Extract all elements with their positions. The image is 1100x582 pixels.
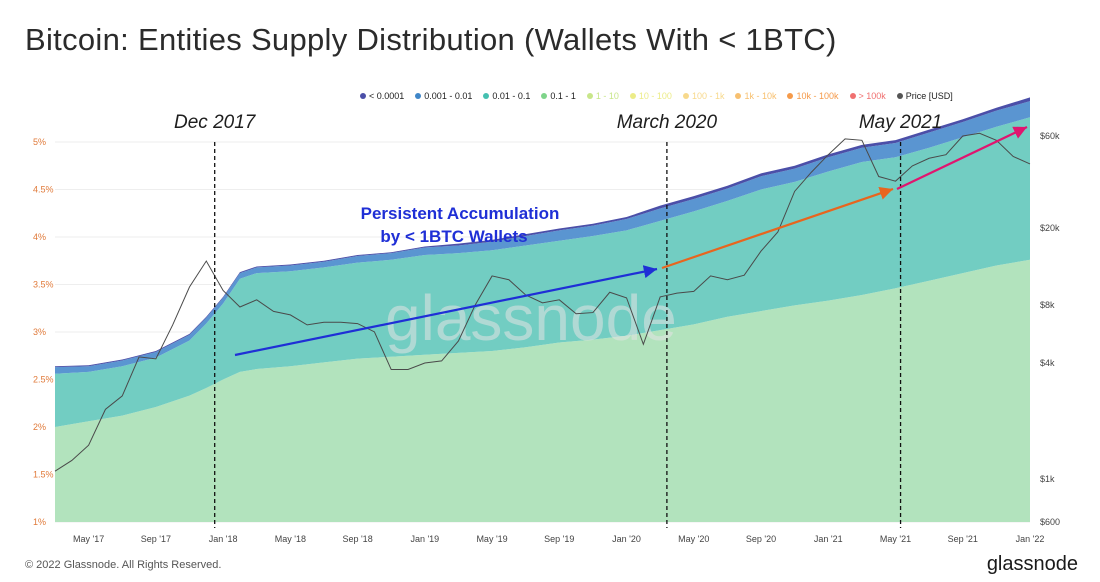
watermark: glassnode <box>385 282 677 354</box>
x-tick-label: Sep '20 <box>746 534 776 544</box>
y-right-tick-label: $8k <box>1040 300 1055 310</box>
x-tick-label: Jan '22 <box>1016 534 1045 544</box>
event-label: Dec 2017 <box>174 112 257 133</box>
x-tick-label: Sep '18 <box>342 534 372 544</box>
area-series <box>55 97 1030 368</box>
legend-dot-icon <box>787 93 794 99</box>
event-label: May 2021 <box>859 112 942 133</box>
legend-label: 0.001 - 0.01 <box>424 91 473 101</box>
legend-item[interactable]: < 0.0001 <box>360 91 404 101</box>
x-tick-label: Jan '20 <box>612 534 641 544</box>
legend-item[interactable]: 0.001 - 0.01 <box>415 91 472 101</box>
y-left-tick-label: 4% <box>33 232 46 242</box>
legend-dot-icon <box>735 93 742 99</box>
legend-dot-icon <box>415 93 422 99</box>
y-left-tick-label: 2% <box>33 422 46 432</box>
y-right-tick-label: $20k <box>1040 223 1060 233</box>
y-left-tick-label: 3% <box>33 327 46 337</box>
legend-label: Price [USD] <box>905 91 953 101</box>
brand-logo[interactable]: glassnode <box>986 553 1078 575</box>
legend-item[interactable]: 0.1 - 1 <box>541 91 576 101</box>
y-right-tick-label: $1k <box>1040 474 1055 484</box>
legend-label: 1k - 10k <box>744 91 777 101</box>
x-tick-label: May '17 <box>73 534 104 544</box>
y-right-tick-label: $600 <box>1040 517 1060 527</box>
y-right-tick-label: $60k <box>1040 131 1060 141</box>
x-tick-label: Sep '19 <box>544 534 574 544</box>
y-left-tick-label: 1.5% <box>33 470 54 480</box>
area-stack <box>55 97 1030 522</box>
trend-arrow-magenta <box>896 126 1028 190</box>
legend-dot-icon <box>896 93 903 99</box>
legend-item[interactable]: > 100k <box>849 91 886 101</box>
legend: < 0.0001 0.001 - 0.01 0.01 - 0.1 0.1 - 1 1 -… <box>360 91 953 101</box>
legend-label: 1 - 10 <box>595 91 619 101</box>
legend-item[interactable]: Price [USD] <box>896 91 953 101</box>
legend-dot-icon <box>483 93 490 99</box>
area-series <box>55 117 1030 428</box>
y-right-tick-label: $4k <box>1040 358 1055 368</box>
x-tick-label: May '20 <box>678 534 709 544</box>
legend-dot-icon <box>541 93 548 99</box>
event-label: March 2020 <box>617 112 718 133</box>
price-line <box>54 132 1031 472</box>
area-series <box>55 101 1030 374</box>
x-tick-label: May '18 <box>275 534 306 544</box>
legend-item[interactable]: 1k - 10k <box>735 91 776 101</box>
legend-dot-icon <box>849 93 856 99</box>
legend-label: < 0.0001 <box>369 91 405 101</box>
legend-label: 0.1 - 1 <box>550 91 576 101</box>
y-left-tick-label: 2.5% <box>33 375 54 385</box>
x-tick-label: May '21 <box>880 534 911 544</box>
y-left-tick-label: 4.5% <box>33 185 54 195</box>
copyright-text: © 2022 Glassnode. All Rights Reserved. <box>25 559 222 571</box>
area-series <box>55 259 1030 522</box>
x-tick-label: Jan '21 <box>814 534 843 544</box>
legend-dot-icon <box>682 93 689 99</box>
x-tick-label: Jan '18 <box>209 534 238 544</box>
x-tick-label: May '19 <box>476 534 507 544</box>
y-left-tick-label: 1% <box>33 517 46 527</box>
x-tick-label: Sep '17 <box>141 534 171 544</box>
legend-dot-icon <box>360 93 366 99</box>
legend-label: > 100k <box>858 91 886 101</box>
legend-dot-icon <box>586 93 593 99</box>
legend-label: 10k - 100k <box>796 91 839 101</box>
y-left-tick-label: 3.5% <box>33 280 54 290</box>
legend-item[interactable]: 0.01 - 0.1 <box>483 91 530 101</box>
legend-label: 0.01 - 0.1 <box>492 91 531 101</box>
annotation-line-2: by < 1BTC Wallets <box>380 227 527 246</box>
annotation-line-1: Persistent Accumulation <box>361 204 560 223</box>
trend-arrow-blue <box>234 265 658 357</box>
y-left-tick-label: 5% <box>33 137 46 147</box>
legend-item[interactable]: 10k - 100k <box>787 91 839 101</box>
trend-arrow-orange <box>661 187 894 270</box>
legend-item[interactable]: 100 - 1k <box>682 91 725 101</box>
legend-dot-icon <box>629 93 636 99</box>
price-layer <box>54 132 1031 472</box>
trend-arrows <box>234 126 1028 357</box>
legend-label: 100 - 1k <box>691 91 725 101</box>
legend-label: 10 - 100 <box>638 91 672 101</box>
legend-item[interactable]: 1 - 10 <box>586 91 619 101</box>
event-markers: Dec 2017 March 2020 May 2021 <box>174 112 942 528</box>
page-title: Bitcoin: Entities Supply Distribution (W… <box>25 22 837 57</box>
legend-item[interactable]: 10 - 100 <box>629 91 672 101</box>
x-tick-label: Jan '19 <box>410 534 439 544</box>
x-tick-label: Sep '21 <box>948 534 978 544</box>
axes: May '17 Sep '17 Jan '18 May '18 Sep '18 Jan '… <box>33 131 1060 544</box>
